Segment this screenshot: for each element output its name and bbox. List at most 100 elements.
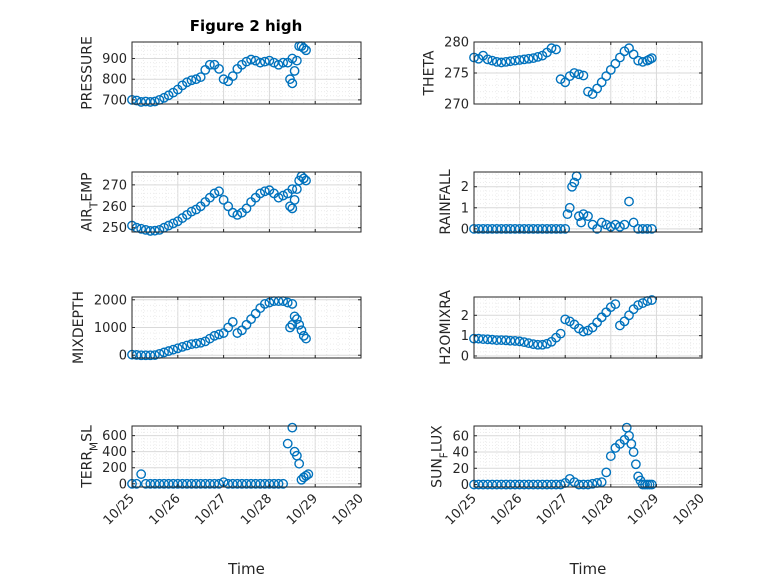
- data-point: [491, 335, 502, 346]
- data-point: [182, 478, 192, 489]
- data-point: [301, 333, 311, 344]
- y-tick-label: 200: [102, 461, 127, 476]
- data-point: [289, 311, 300, 322]
- data-point: [482, 223, 493, 234]
- y-tick-label: 280: [444, 36, 469, 51]
- data-point: [619, 316, 630, 327]
- data-point: [514, 479, 525, 490]
- data-point: [523, 223, 534, 234]
- data-point: [646, 295, 657, 305]
- y-tick-label: 2000: [94, 293, 127, 308]
- y-tick-label: 1: [461, 201, 469, 216]
- data-point: [496, 223, 507, 234]
- y-tick-label: 1: [461, 329, 469, 344]
- data-point: [214, 63, 224, 74]
- data-point: [209, 330, 220, 341]
- x-tick-label: 10/30: [330, 491, 367, 528]
- data-point: [510, 336, 520, 346]
- data-point: [578, 326, 589, 337]
- data-point: [285, 322, 295, 333]
- data-point: [519, 337, 530, 348]
- data-point: [191, 74, 202, 85]
- data-point: [264, 55, 275, 66]
- data-point: [285, 201, 295, 212]
- data-series: [127, 41, 311, 107]
- data-point: [605, 65, 616, 75]
- data-point: [182, 340, 192, 351]
- data-point: [241, 203, 252, 214]
- data-point: [491, 223, 502, 234]
- data-point: [487, 223, 498, 234]
- grid: [473, 425, 703, 487]
- data-point: [264, 478, 275, 489]
- data-point: [487, 334, 498, 345]
- y-tick-label: 1000: [94, 321, 127, 336]
- data-point: [510, 223, 520, 234]
- data-point: [560, 77, 571, 88]
- data-point: [227, 71, 238, 82]
- data-point: [482, 54, 493, 65]
- data-point: [223, 478, 234, 489]
- data-point: [482, 334, 493, 345]
- x-tick-label: 10/27: [534, 491, 571, 528]
- y-tick-label: 250: [102, 221, 127, 236]
- subplot-3: 0 1 2 RAINFALL: [438, 169, 703, 237]
- data-point: [186, 75, 197, 86]
- data-point: [227, 207, 238, 218]
- data-point: [562, 209, 573, 220]
- data-point: [278, 478, 289, 489]
- data-point: [259, 299, 270, 309]
- data-point: [573, 479, 584, 490]
- data-point: [528, 223, 539, 234]
- data-point: [195, 478, 206, 489]
- data-point: [501, 335, 511, 346]
- y-tick-label: 260: [102, 200, 127, 215]
- data-series: [469, 171, 657, 234]
- data-point: [255, 188, 266, 199]
- data-series: [469, 43, 657, 99]
- data-point: [491, 479, 502, 490]
- y-tick-label: 270: [444, 98, 469, 113]
- y-axis-label: H2OMIXRA: [438, 290, 454, 365]
- x-tick-label: 10/25: [101, 491, 138, 528]
- data-point: [630, 459, 641, 470]
- data-point: [542, 338, 552, 349]
- data-point: [168, 344, 179, 355]
- data-point: [619, 219, 630, 230]
- data-point: [587, 478, 598, 489]
- x-tick-label: 10/29: [284, 491, 321, 528]
- data-point: [145, 350, 156, 361]
- data-point: [291, 314, 302, 325]
- data-point: [514, 223, 525, 234]
- data-point: [154, 224, 165, 235]
- data-point: [186, 339, 197, 350]
- y-tick-label: 60: [452, 429, 469, 444]
- data-point: [528, 479, 539, 490]
- data-point: [218, 194, 229, 205]
- data-point: [637, 223, 648, 234]
- data-point: [298, 173, 309, 184]
- x-tick-label: 10/29: [625, 491, 662, 528]
- data-point: [578, 479, 589, 490]
- y-tick-label: 20: [452, 462, 469, 477]
- data-point: [296, 325, 307, 336]
- data-point: [172, 478, 183, 489]
- data-point: [136, 223, 147, 234]
- data-point: [182, 77, 192, 88]
- data-point: [255, 57, 266, 68]
- data-point: [560, 223, 571, 234]
- data-point: [519, 54, 530, 65]
- data-point: [163, 346, 174, 356]
- data-point: [269, 57, 279, 68]
- data-point: [298, 330, 309, 341]
- figure-title: Figure 2 high: [190, 17, 303, 35]
- data-point: [136, 469, 147, 480]
- data-point: [269, 478, 279, 489]
- x-axis-label: Time: [227, 560, 265, 578]
- data-point: [278, 190, 289, 201]
- y-tick-label: 0: [461, 478, 469, 493]
- axes-box: [473, 296, 703, 359]
- data-point: [537, 339, 548, 350]
